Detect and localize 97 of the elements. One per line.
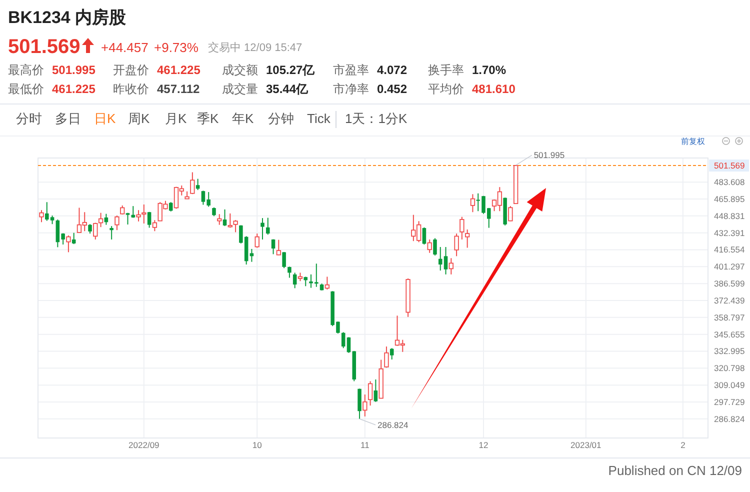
candlestick [276,239,282,256]
y-tick-label: 358.797 [714,312,745,322]
candlestick [304,276,308,287]
y-tick-label: 345.655 [714,329,745,340]
candlestick [142,204,146,224]
candlestick [228,212,232,228]
x-tick-label: 2023/01 [570,440,602,450]
text: 分钟 [268,111,294,126]
text: 开盘价 461.225 [113,63,201,77]
text: 前复权 [681,137,705,146]
candlestick [324,276,330,290]
text: 平均价 481.610 [428,82,516,96]
y-tick-label: 432.391 [714,228,745,238]
candlestick [93,222,98,240]
x-tick-label: 2 [680,440,686,450]
candlestick [66,234,71,253]
candlestick [464,228,470,248]
text: 换手率 1.70% [428,63,506,77]
x-tick-label: 12 [478,440,488,450]
candlestick [147,211,152,228]
y-tick-label: 401.297 [714,262,745,272]
candlestick [427,238,432,254]
candlestick [508,206,513,222]
candlestick [168,202,173,212]
candlestick [390,348,394,360]
candlestick [422,226,426,246]
annotation: 501.995 [534,150,565,160]
candlestick [374,378,378,402]
text: +44.457 [101,40,148,55]
candlestick [271,238,276,255]
x-tick-label: 2022/09 [128,440,160,450]
y-tick-label: 297.729 [714,396,745,407]
text: 交易中 12/09 15:47 [208,41,302,54]
candlestick [460,216,464,240]
y-tick-label: 286.824 [714,414,745,424]
text: 1天：1分K [345,111,408,126]
text: 最高价 501.995 [8,63,96,77]
chart-title: BK1234 内房股 [8,8,128,27]
candlestick [288,266,292,278]
x-tick-label: 11 [360,440,370,450]
candlestick [114,215,120,231]
candlestick [266,217,270,236]
candlestick [282,251,286,269]
candlestick [358,388,362,420]
candlestick [448,258,454,275]
candlestick [98,212,104,228]
y-tick-label: 416.554 [714,244,745,255]
text: 501.569 [8,36,80,58]
candlestick [88,224,92,234]
y-tick-label: 386.599 [714,278,745,289]
y-tick-label: 332.995 [714,346,745,356]
candlestick [470,194,476,213]
text: 成交量 35.44亿 [222,82,310,96]
text: 周K [128,111,150,126]
text: Published on CN 12/09 [608,463,742,478]
text: 年K [232,111,254,126]
text: 市净率 0.452 [333,82,408,96]
text: 最低价 461.225 [8,82,96,96]
candlestick [454,233,459,257]
y-tick-label: 465.895 [714,194,745,204]
text: 昨收价 457.112 [113,82,200,96]
candlestick [292,272,297,289]
text: 市盈率 4.072 [333,63,408,77]
candlestick [254,233,260,248]
candlestick [260,218,264,240]
candlestick [39,210,44,223]
candlestick [222,208,227,227]
x-tick-label: 10 [252,440,262,450]
candlestick [110,226,114,240]
candlestick [196,178,200,191]
text: Tick [307,111,331,126]
candlestick [362,394,368,417]
candlestick [190,172,195,195]
candlestick [72,232,76,245]
text: 季K [197,111,219,126]
text: 分时 [16,111,42,126]
candlestick [341,332,346,349]
text: 多日 [55,111,81,126]
text: 成交额 105.27亿 [222,63,316,77]
text: +9.73% [154,40,199,55]
text: 日K [94,111,116,126]
candlestick [250,248,254,262]
y-tick-label: 448.831 [714,210,745,221]
y-tick-label: 320.798 [714,363,745,374]
y-tick-label: 483.608 [714,177,745,188]
annotation: 286.824 [378,420,409,430]
candlestick [136,210,141,222]
y-tick-label: 309.049 [714,380,745,390]
y-tick-label: 372.439 [714,295,745,306]
candlestick [233,220,238,233]
text: 月K [165,111,187,126]
candlestick [368,380,373,406]
ref-line-label: 501.569 [714,160,745,171]
candlestick [217,214,222,226]
candlestick [152,220,158,232]
candlestick [433,238,437,256]
candlestick [384,346,389,368]
